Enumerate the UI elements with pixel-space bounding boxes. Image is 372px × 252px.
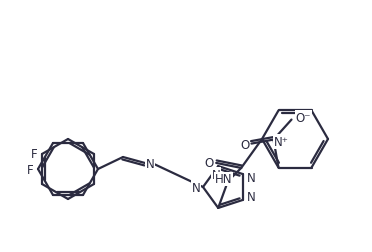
Text: N: N [246,191,255,204]
Text: O: O [205,157,214,170]
Text: N: N [246,171,255,184]
Text: F: F [27,163,33,176]
Text: O⁻: O⁻ [296,112,311,124]
Text: HN: HN [214,173,232,186]
Text: N: N [145,158,154,171]
Text: O: O [240,139,249,151]
Text: N: N [212,168,221,181]
Text: N⁺: N⁺ [274,136,289,148]
Text: N: N [192,181,201,194]
Text: F: F [31,148,37,161]
